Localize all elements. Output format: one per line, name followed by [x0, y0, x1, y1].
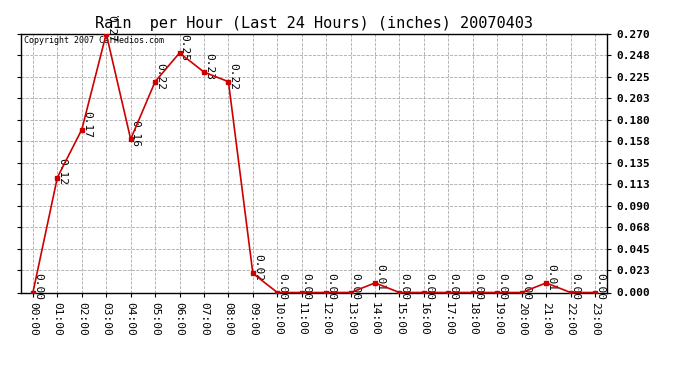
Text: 0.25: 0.25 — [179, 34, 190, 61]
Text: Copyright 2007 CarHedios.com: Copyright 2007 CarHedios.com — [23, 36, 164, 45]
Text: 0.27: 0.27 — [106, 15, 116, 42]
Text: 0.00: 0.00 — [302, 273, 312, 300]
Text: 0.01: 0.01 — [546, 264, 556, 291]
Text: 0.00: 0.00 — [571, 273, 580, 300]
Text: 0.00: 0.00 — [351, 273, 361, 300]
Text: 0.00: 0.00 — [33, 273, 43, 300]
Text: 0.22: 0.22 — [228, 63, 239, 90]
Text: 0.00: 0.00 — [400, 273, 409, 300]
Text: 0.00: 0.00 — [497, 273, 507, 300]
Text: 0.00: 0.00 — [473, 273, 483, 300]
Text: 0.22: 0.22 — [155, 63, 165, 90]
Text: 0.01: 0.01 — [375, 264, 385, 291]
Text: 0.02: 0.02 — [253, 254, 263, 281]
Text: 0.23: 0.23 — [204, 53, 214, 80]
Text: 0.17: 0.17 — [82, 111, 92, 138]
Text: 0.16: 0.16 — [130, 120, 141, 147]
Text: 0.00: 0.00 — [448, 273, 458, 300]
Text: 0.00: 0.00 — [595, 273, 605, 300]
Title: Rain  per Hour (Last 24 Hours) (inches) 20070403: Rain per Hour (Last 24 Hours) (inches) 2… — [95, 16, 533, 31]
Text: 0.00: 0.00 — [277, 273, 287, 300]
Text: 0.00: 0.00 — [326, 273, 336, 300]
Text: 0.00: 0.00 — [522, 273, 532, 300]
Text: 0.12: 0.12 — [57, 159, 68, 186]
Text: 0.00: 0.00 — [424, 273, 434, 300]
